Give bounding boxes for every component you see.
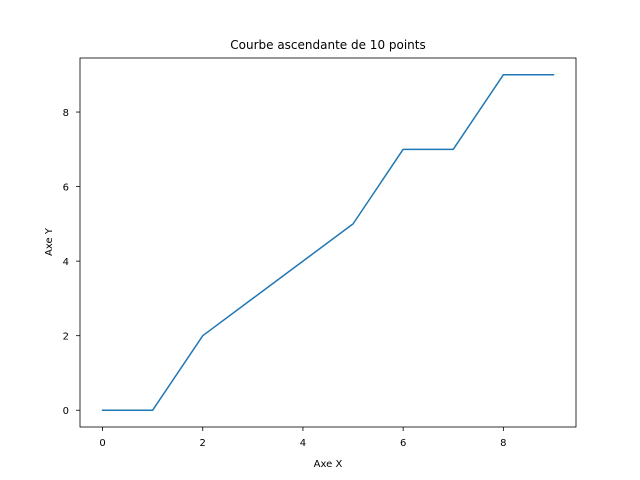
chart-title: Courbe ascendante de 10 points xyxy=(230,38,426,52)
y-tick-label: 2 xyxy=(63,332,69,343)
y-axis-ticks: 0 2 4 6 8 xyxy=(63,108,80,417)
series-layer xyxy=(101,74,555,411)
y-tick-label: 6 xyxy=(63,183,69,194)
x-tick-label: 2 xyxy=(200,438,206,449)
plot-border xyxy=(79,57,577,428)
y-axis-label: Axe Y xyxy=(44,227,55,256)
x-tick-label: 0 xyxy=(99,438,105,449)
x-axis-ticks: 0 2 4 6 8 xyxy=(99,427,507,449)
series-line xyxy=(101,74,555,411)
y-tick-label: 0 xyxy=(63,406,69,417)
x-axis-label: Axe X xyxy=(314,459,343,470)
y-tick-label: 4 xyxy=(63,257,69,268)
x-tick-label: 4 xyxy=(300,438,306,449)
x-tick-label: 6 xyxy=(400,438,406,449)
x-tick-label: 8 xyxy=(500,438,506,449)
y-tick-label: 8 xyxy=(63,108,69,119)
